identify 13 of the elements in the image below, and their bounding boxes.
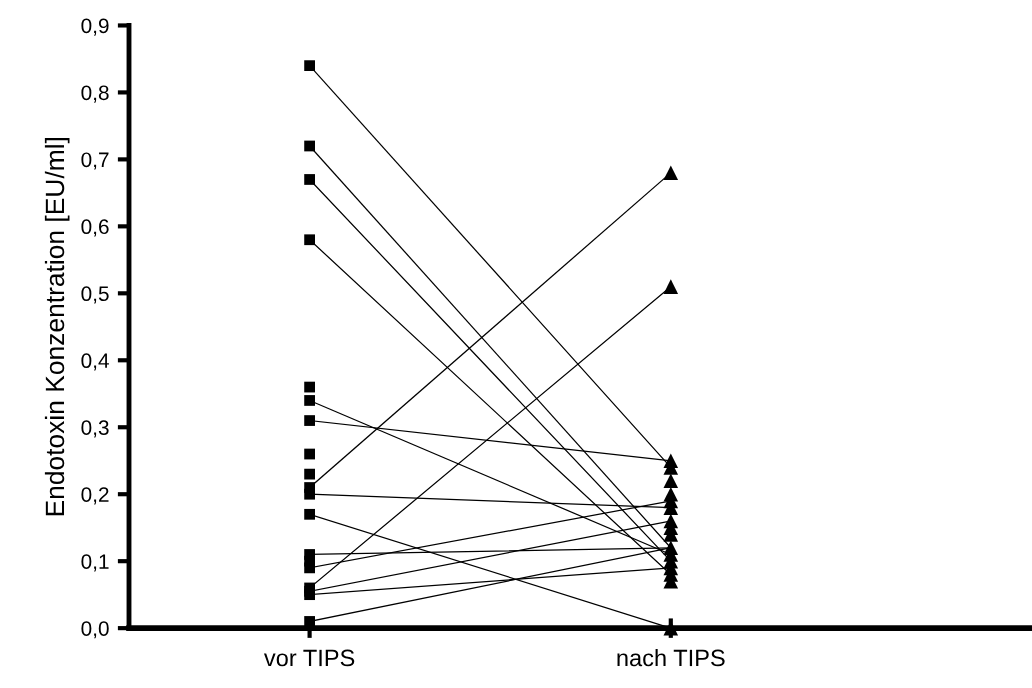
x-tick-label: vor TIPS [263,649,355,667]
y-tick-label: 0,1 [81,554,109,572]
y-tick-label: 0,5 [81,286,109,304]
y-tick-label: 0,3 [81,420,109,438]
y-tick-label: 0,4 [81,353,109,371]
y-tick-label: 0,7 [81,152,109,170]
y-axis-title: Endotoxin Konzentration [EU/ml] [44,137,70,516]
x-tick-label: nach TIPS [617,648,725,667]
y-tick-label: 0,9 [81,18,109,36]
y-tick-label: 0,6 [81,219,109,237]
y-tick-label: 0,0 [81,621,109,639]
y-tick-label: 0,8 [81,85,109,103]
y-tick-label: 0,2 [81,487,109,505]
